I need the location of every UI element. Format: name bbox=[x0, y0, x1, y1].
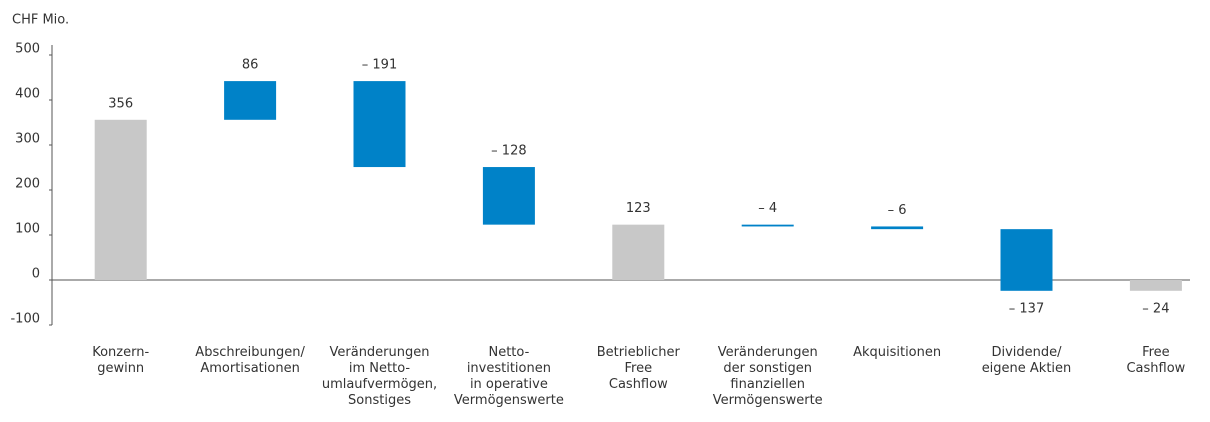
x-tick-label-line: Free bbox=[625, 361, 653, 376]
x-tick-label-line: Akquisitionen bbox=[853, 345, 941, 360]
bar bbox=[1000, 229, 1053, 291]
value-label: – 191 bbox=[362, 58, 397, 73]
y-tick-label: 300 bbox=[15, 132, 40, 147]
y-tick-label: -100 bbox=[10, 312, 40, 327]
x-tick-label-line: Amortisationen bbox=[200, 361, 299, 376]
y-tick-label: 100 bbox=[15, 222, 40, 237]
value-label: 356 bbox=[108, 96, 133, 111]
bar bbox=[94, 119, 147, 280]
x-tick-label: Veränderungen im Netto-umlaufvermögen, Son… bbox=[322, 345, 437, 408]
x-tick-label-line: Veränderungen bbox=[330, 345, 430, 360]
bar bbox=[224, 81, 277, 120]
x-tick-label-line: Cashflow bbox=[1126, 361, 1185, 376]
value-label: 123 bbox=[626, 201, 651, 216]
x-tick-label: Free Cashflow bbox=[1126, 345, 1185, 376]
value-label: – 24 bbox=[1142, 301, 1169, 316]
x-tick-label-line: Vermögenswerte bbox=[713, 393, 823, 408]
x-tick-label: Abschreibungen/Amortisationen bbox=[195, 345, 305, 376]
value-label: 86 bbox=[242, 58, 259, 73]
bar bbox=[741, 224, 794, 227]
y-tick-label: 0 bbox=[32, 267, 40, 282]
x-tick-label-line: im Netto- bbox=[349, 361, 411, 376]
x-tick-label-line: Cashflow bbox=[609, 377, 668, 392]
y-tick-label: 400 bbox=[15, 87, 40, 102]
bar bbox=[1129, 280, 1182, 291]
x-tick-label: Veränderungen der sonstigen finanziellen Ve… bbox=[713, 345, 823, 408]
x-tick-label-line: Sonstiges bbox=[348, 393, 411, 408]
x-tick-label-line: Abschreibungen/ bbox=[195, 345, 305, 360]
bar bbox=[482, 167, 535, 225]
value-label: – 128 bbox=[491, 144, 526, 159]
value-label: – 137 bbox=[1009, 301, 1044, 316]
y-tick-label: 500 bbox=[15, 42, 40, 57]
x-tick-label-line: Konzern- bbox=[92, 345, 149, 360]
value-label: – 6 bbox=[888, 203, 907, 218]
x-tick-label: Betrieblicher Free Cashflow bbox=[597, 345, 681, 392]
x-tick-label: Netto-investitionen in operative Vermögens… bbox=[454, 345, 564, 408]
x-tick-label: Akquisitionen bbox=[853, 345, 941, 360]
x-tick-label-line: finanziellen bbox=[730, 377, 805, 392]
x-tick-label: Konzern-gewinn bbox=[92, 345, 149, 376]
x-tick-label-line: in operative bbox=[470, 377, 548, 392]
x-tick-label-line: Vermögenswerte bbox=[454, 393, 564, 408]
x-tick-label: Dividende/eigene Aktien bbox=[982, 345, 1072, 376]
x-tick-label-line: Betrieblicher bbox=[597, 345, 681, 360]
bar bbox=[353, 81, 406, 168]
x-tick-label-line: Netto- bbox=[488, 345, 529, 360]
x-tick-label-line: investitionen bbox=[467, 361, 551, 376]
x-tick-label-line: umlaufvermögen, bbox=[322, 377, 437, 392]
x-tick-label-line: Veränderungen bbox=[718, 345, 818, 360]
x-tick-label-line: der sonstigen bbox=[723, 361, 812, 376]
x-tick-label-line: eigene Aktien bbox=[982, 361, 1072, 376]
y-tick-label: 200 bbox=[15, 177, 40, 192]
x-tick-label-line: Free bbox=[1142, 345, 1170, 360]
bar bbox=[871, 226, 924, 230]
y-axis-label: CHF Mio. bbox=[12, 13, 69, 28]
value-label: – 4 bbox=[758, 201, 777, 216]
x-tick-label-line: Dividende/ bbox=[991, 345, 1062, 360]
bar bbox=[612, 224, 665, 280]
x-tick-label-line: gewinn bbox=[97, 361, 144, 376]
